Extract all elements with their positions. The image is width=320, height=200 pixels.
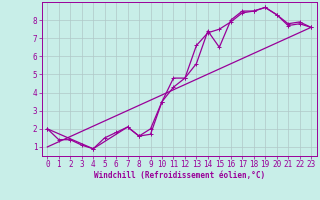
X-axis label: Windchill (Refroidissement éolien,°C): Windchill (Refroidissement éolien,°C) — [94, 171, 265, 180]
